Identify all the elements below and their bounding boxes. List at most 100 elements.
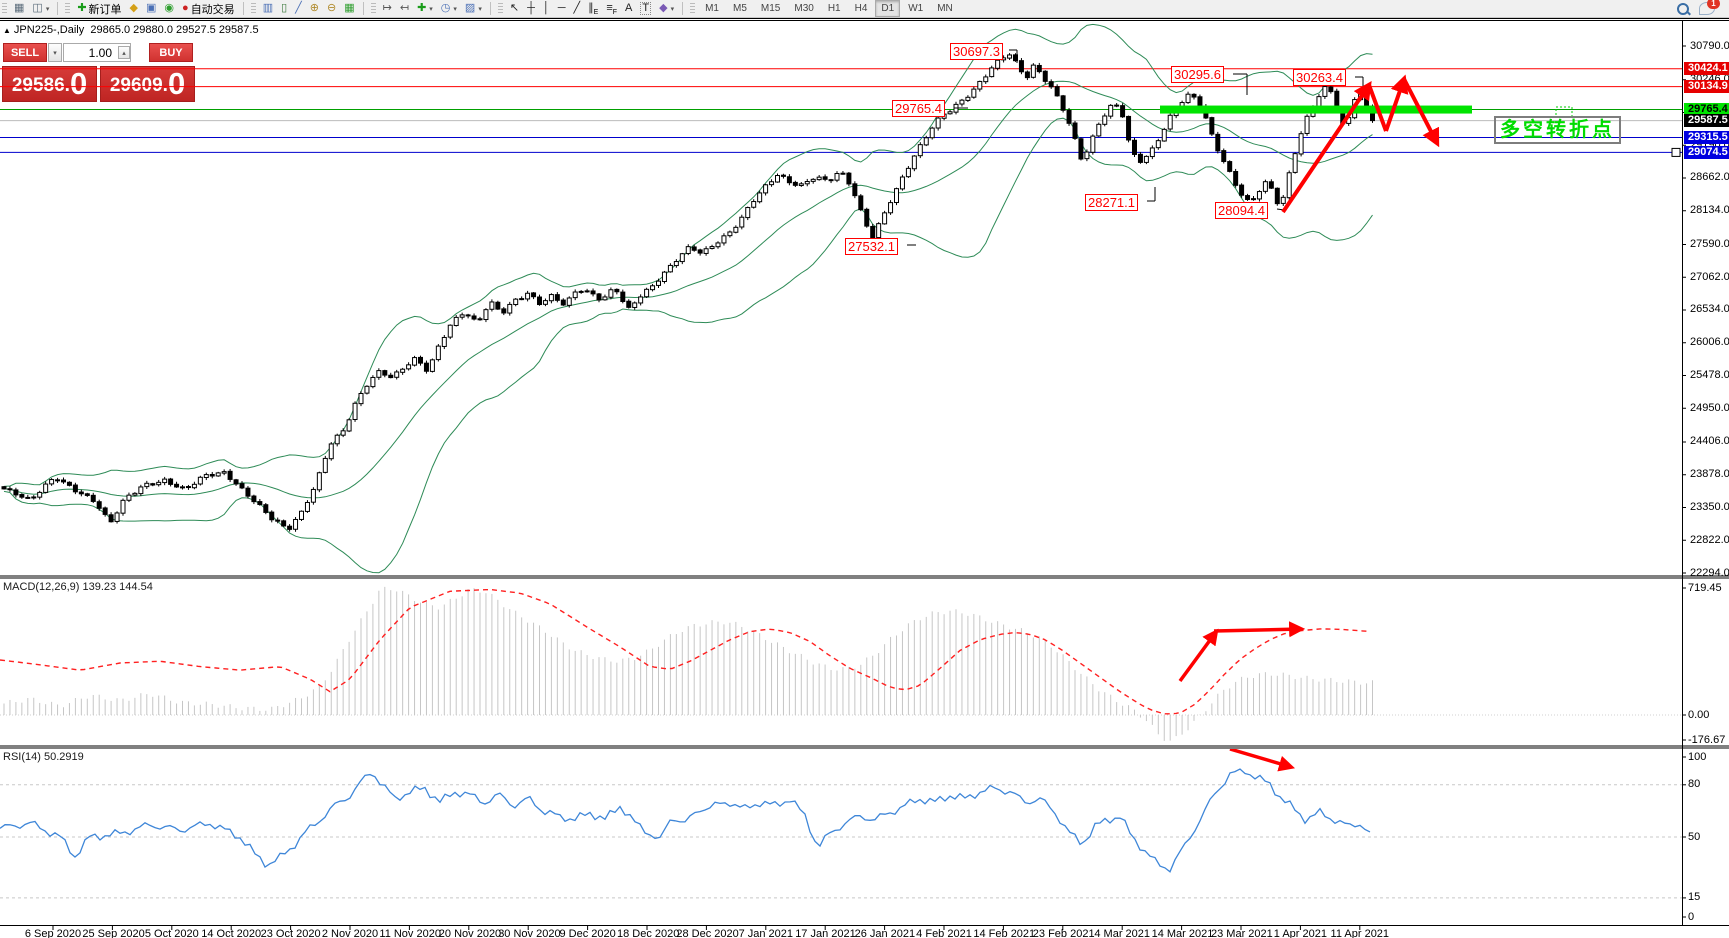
candlestick — [13, 489, 19, 496]
rsi-drawn-arrow[interactable] — [1229, 749, 1296, 772]
candlestick — [471, 315, 477, 320]
trend-arrow[interactable] — [1402, 78, 1440, 148]
crosshair-icon[interactable]: ┼ — [527, 2, 535, 14]
chart-shift-icon[interactable]: ↦ — [382, 2, 392, 14]
candlestick — [840, 172, 846, 175]
macd-drawn-arrow[interactable] — [1178, 628, 1219, 683]
text-icon[interactable]: A — [625, 2, 633, 14]
terminal-icon[interactable]: ▣ — [146, 2, 157, 14]
auto-scroll-icon[interactable]: ↤ — [399, 2, 410, 14]
periods-icon[interactable]: ◷ ▾ — [440, 2, 457, 14]
candlestick-chart-icon[interactable]: ▯ — [281, 2, 288, 14]
candlestick — [798, 183, 804, 187]
buy-button[interactable]: BUY — [149, 43, 193, 62]
candlestick — [566, 297, 572, 306]
timeframe-m5-button[interactable]: M5 — [733, 3, 747, 14]
tile-windows-icon[interactable]: ▦ — [344, 2, 355, 14]
candlestick — [370, 376, 376, 388]
line-selection-handle[interactable] — [1671, 147, 1681, 157]
timeframe-m1-button[interactable]: M1 — [705, 3, 719, 14]
timeframe-mn-button[interactable]: MN — [937, 3, 953, 14]
broadcast-icon[interactable]: ◉ — [164, 2, 175, 14]
candlestick — [905, 167, 911, 178]
time-axis-label: 14 Mar 2021 — [1151, 928, 1214, 938]
ohlc-bars-icon[interactable]: ▥ — [262, 2, 274, 14]
candlestick — [537, 296, 542, 306]
candlestick — [1239, 184, 1245, 196]
notifications-icon[interactable]: 1 — [1699, 0, 1720, 15]
candlestick — [1084, 151, 1090, 160]
price-callout-label[interactable]: 27532.1 — [845, 238, 898, 255]
new-order-button[interactable]: ✚ 新订单 — [77, 2, 122, 16]
price-callout-label[interactable]: 28271.1 — [1085, 194, 1138, 211]
candlestick — [590, 290, 596, 295]
candlestick — [733, 226, 739, 233]
candlestick — [614, 288, 620, 293]
candlestick — [769, 181, 775, 186]
timeframe-h1-button[interactable]: H1 — [827, 3, 841, 14]
indicators-icon[interactable]: ✚ ▾ — [417, 2, 433, 14]
candlestick — [989, 67, 995, 78]
templates-icon[interactable]: ▨ ▾ — [464, 2, 482, 14]
trend-arrow[interactable] — [1367, 84, 1388, 132]
price-callout-label[interactable]: 30697.3 — [950, 43, 1003, 60]
candlestick — [55, 479, 61, 482]
candlestick — [233, 479, 239, 485]
horizontal-line-icon[interactable]: ─ — [557, 2, 566, 14]
vertical-line-icon[interactable]: │ — [542, 2, 550, 14]
new-chart-icon[interactable]: ▦ — [14, 2, 25, 14]
candlestick — [489, 301, 495, 310]
time-axis-label: 11 Apr 2021 — [1330, 928, 1390, 938]
channel-icon[interactable]: ∥ E — [588, 2, 599, 16]
trend-arrow[interactable] — [1281, 81, 1372, 214]
styles-icon[interactable]: ◆ — [129, 2, 139, 14]
volume-up-button[interactable]: ▴ — [118, 46, 130, 59]
candlestick — [1185, 93, 1191, 104]
candlestick — [1245, 195, 1251, 200]
price-callout-label[interactable]: 30295.6 — [1171, 66, 1224, 83]
candlestick — [1042, 70, 1048, 82]
price-callout-label[interactable]: 29765.4 — [892, 100, 945, 117]
sell-button[interactable]: SELL — [3, 43, 47, 62]
candlestick — [1126, 115, 1132, 141]
timeframe-m15-button[interactable]: M15 — [760, 3, 781, 14]
cursor-icon[interactable]: ↖ — [509, 2, 520, 14]
window-border-line — [0, 18, 1729, 19]
indicator-axis-tick: 0 — [1688, 910, 1695, 923]
shapes-icon[interactable]: ◆ ▾ — [659, 2, 675, 14]
level-price-badge: 29315.5 — [1684, 130, 1729, 144]
timeframe-h4-button[interactable]: H4 — [854, 3, 868, 14]
timeframe-m30-button[interactable]: M30 — [794, 3, 814, 14]
sell-price-display[interactable]: 29586. 0 — [2, 66, 97, 102]
profiles-icon[interactable]: ◫ ▾ — [32, 2, 50, 14]
line-chart-icon[interactable]: ╱ — [295, 2, 302, 14]
fibonacci-icon[interactable]: ≡ F — [606, 2, 618, 16]
price-callout-label[interactable]: 28094.4 — [1215, 202, 1268, 219]
autotrading-button[interactable]: ● 自动交易 — [182, 2, 235, 16]
note-text-box[interactable]: 多空转折点 — [1494, 116, 1621, 144]
green-highlight-zone[interactable] — [1160, 105, 1472, 114]
candlestick — [257, 501, 263, 505]
candlestick — [626, 300, 632, 308]
candlestick — [679, 253, 685, 263]
timeframe-d1-button[interactable]: D1 — [875, 0, 901, 17]
trendline-icon[interactable]: ╱ — [573, 2, 581, 14]
candlestick — [703, 248, 709, 254]
volume-input[interactable] — [63, 43, 131, 62]
buy-price-display[interactable]: 29609. 0 — [100, 66, 195, 102]
zoom-out-icon[interactable]: ⊖ — [327, 2, 337, 14]
text-label-icon[interactable]: T — [640, 2, 652, 15]
search-icon[interactable] — [1677, 2, 1691, 15]
candlestick — [1007, 54, 1013, 59]
candlestick — [596, 293, 602, 301]
trend-arrow[interactable] — [1384, 74, 1409, 132]
indicator-axis-tick: -176.67 — [1688, 733, 1726, 746]
macd-drawn-arrow[interactable] — [1213, 621, 1306, 638]
candlestick — [37, 491, 43, 498]
collapse-chart-icon[interactable]: ▲ — [3, 26, 11, 35]
price-callout-label[interactable]: 30263.4 — [1293, 69, 1346, 86]
zoom-in-icon[interactable]: ⊕ — [309, 2, 319, 14]
timeframe-w1-button[interactable]: W1 — [908, 3, 924, 14]
volume-down-button[interactable]: ▾ — [48, 43, 62, 62]
